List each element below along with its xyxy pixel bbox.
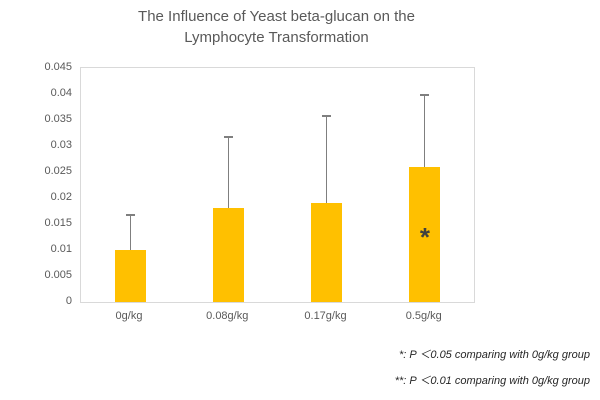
- x-tick-label: 0g/kg: [115, 310, 143, 322]
- y-axis: 0 0.005 0.01 0.015 0.02 0.025 0.03 0.035 0.04 0.0…: [0, 61, 72, 307]
- footnote-p005: *: P ＜0.05 comparing with 0g/kg group: [399, 349, 590, 361]
- y-tick-label: 0.035: [44, 113, 72, 125]
- x-tick-label: 0.17g/kg: [304, 310, 347, 322]
- error-bar-cap: [125, 213, 135, 216]
- y-tick-label: 0.02: [50, 191, 72, 203]
- significance-asterisk: *: [419, 222, 430, 252]
- error-bar-line: [227, 135, 229, 209]
- bar-0.08g/kg: [212, 208, 244, 302]
- plot-area: *: [80, 67, 475, 303]
- bar-0g/kg: [114, 250, 146, 302]
- bar-0.17g/kg: [311, 203, 343, 302]
- y-tick-label: 0.045: [44, 61, 72, 73]
- x-tick-label: 0.5g/kg: [405, 310, 442, 322]
- x-axis: 0g/kg 0.08g/kg 0.17g/kg 0.5g/kg: [80, 302, 473, 324]
- footnote-p001: **: P ＜0.01 comparing with 0g/kg group: [394, 375, 590, 387]
- bar-0.5g/kg: [409, 166, 441, 302]
- y-tick-label: 0.03: [50, 139, 72, 151]
- error-bar-line: [129, 213, 131, 250]
- y-tick-label: 0.015: [44, 217, 72, 229]
- y-tick-label: 0.01: [50, 243, 72, 255]
- error-bar-cap: [223, 135, 233, 138]
- y-tick-label: 0.025: [44, 165, 72, 177]
- chart-title-line2: Lymphocyte Transformation: [184, 29, 369, 46]
- error-bar-line: [326, 114, 328, 204]
- error-bar-line: [424, 94, 426, 167]
- y-tick-label: 0.04: [50, 87, 72, 99]
- y-tick-label: 0: [65, 295, 72, 307]
- significance-footnotes: *: P ＜0.05 comparing with 0g/kg group **…: [170, 346, 590, 398]
- y-tick-label: 0.005: [44, 269, 72, 281]
- chart-title-line1: The Influence of Yeast beta-glucan on th…: [138, 8, 415, 25]
- error-bar-cap: [420, 94, 430, 96]
- x-tick-label: 0.08g/kg: [206, 310, 249, 322]
- error-bar-cap: [322, 114, 332, 117]
- chart-title: The Influence of Yeast beta-glucan on th…: [80, 6, 473, 48]
